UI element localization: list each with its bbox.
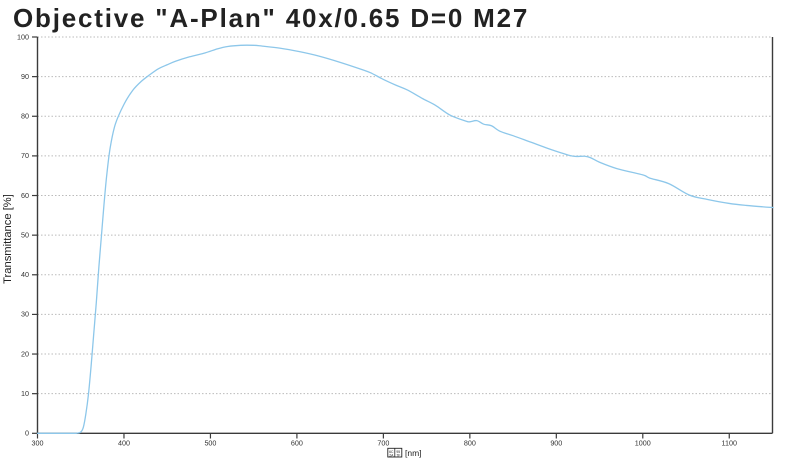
svg-text:400: 400: [118, 439, 130, 448]
svg-text:10: 10: [21, 389, 29, 398]
svg-text:500: 500: [204, 439, 216, 448]
svg-text:0: 0: [25, 429, 29, 438]
svg-text:20: 20: [21, 349, 29, 358]
svg-text:50: 50: [21, 231, 29, 240]
svg-text:90: 90: [21, 72, 29, 81]
svg-text:900: 900: [550, 439, 562, 448]
svg-text:1100: 1100: [722, 439, 737, 448]
svg-text:800: 800: [464, 439, 476, 448]
svg-text:700: 700: [377, 439, 389, 448]
svg-text:100: 100: [17, 32, 29, 41]
svg-text:300: 300: [32, 439, 44, 448]
svg-text:[nm]: [nm]: [405, 448, 422, 458]
svg-text:2A: 2A: [389, 453, 394, 457]
svg-text:1000: 1000: [635, 439, 651, 448]
svg-text:Transmittance [%]: Transmittance [%]: [2, 194, 14, 284]
svg-text:60: 60: [21, 191, 29, 200]
svg-text:70: 70: [21, 151, 29, 160]
svg-text:30: 30: [21, 310, 29, 319]
svg-text:40: 40: [21, 270, 29, 279]
svg-text:7F: 7F: [396, 453, 400, 457]
svg-text:600: 600: [291, 439, 303, 448]
svg-text:80: 80: [21, 112, 29, 121]
